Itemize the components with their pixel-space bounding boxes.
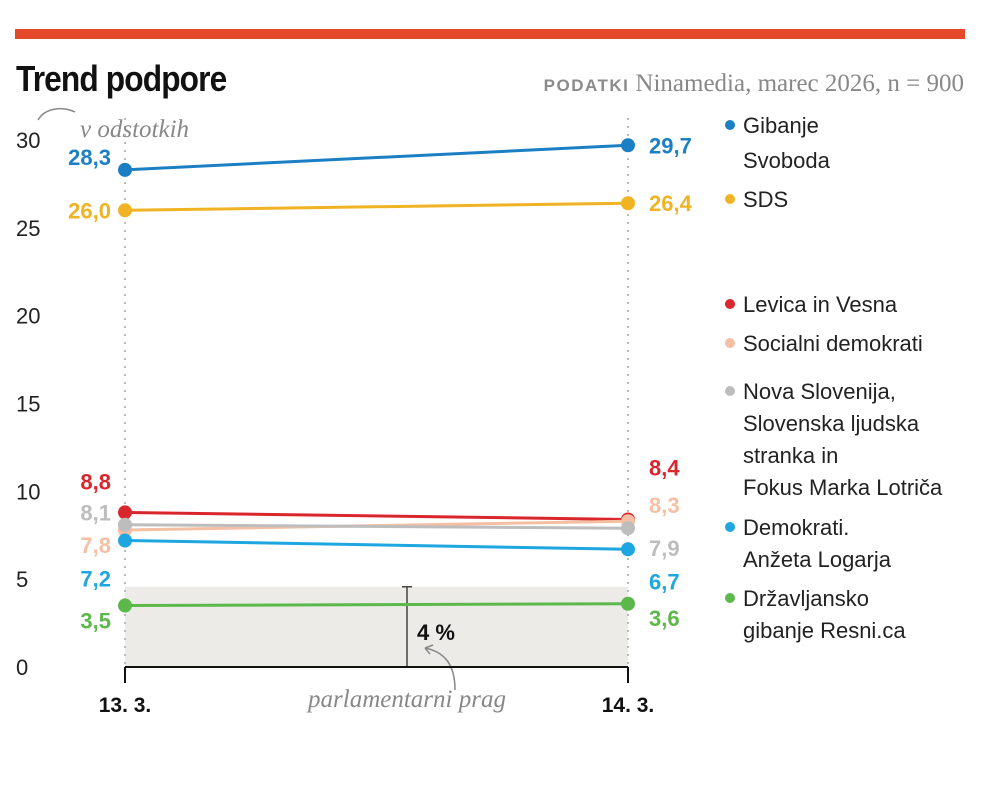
data-label: 6,7 xyxy=(649,569,680,594)
data-point xyxy=(621,138,635,153)
series-line-5 xyxy=(124,539,629,551)
source-note: PODATKI Ninamedia, marec 2026, n = 900 xyxy=(544,70,964,98)
y-tick-label: 25 xyxy=(16,216,40,241)
data-label: 8,4 xyxy=(649,455,680,480)
data-label: 28,3 xyxy=(68,145,111,170)
x-tick-label: 13. 3. xyxy=(99,694,152,717)
series-line-1 xyxy=(124,201,629,212)
data-label: 26,0 xyxy=(68,198,111,223)
threshold-band xyxy=(125,586,628,667)
legend-label: Nova Slovenija, xyxy=(743,379,896,404)
data-point xyxy=(118,203,132,218)
data-label: 8,3 xyxy=(649,493,680,518)
data-point xyxy=(118,162,132,177)
y-tick-label: 30 xyxy=(16,128,40,153)
annotation-arrowhead xyxy=(424,644,434,655)
data-label: 26,4 xyxy=(649,191,693,216)
legend-label: Demokrati. xyxy=(743,515,849,540)
legend-label: SDS xyxy=(743,187,788,212)
source-label: PODATKI xyxy=(543,76,630,95)
data-point xyxy=(118,533,132,548)
legend-label: Anžeta Logarja xyxy=(743,547,892,572)
annotation-arrow xyxy=(424,647,456,691)
legend-label: stranka in xyxy=(743,443,838,468)
threshold-label: 4 % xyxy=(417,620,455,645)
series-line-6 xyxy=(124,602,629,608)
y-tick-label: 10 xyxy=(16,479,40,504)
data-label: 7,8 xyxy=(80,533,111,558)
legend-label: Levica in Vesna xyxy=(743,292,898,317)
data-point xyxy=(118,598,132,613)
legend-label: Državljansko xyxy=(743,586,869,611)
legend-label: gibanje Resni.ca xyxy=(743,618,906,643)
data-label: 8,8 xyxy=(80,469,111,494)
data-point xyxy=(621,596,635,611)
legend-label: Fokus Marka Lotriča xyxy=(743,475,943,500)
data-point xyxy=(118,517,132,532)
series-line-2 xyxy=(124,510,629,521)
y-tick-label: 20 xyxy=(16,304,40,329)
chart-title: Trend podpore xyxy=(16,58,227,99)
source-text: Ninamedia, marec 2026, n = 900 xyxy=(635,70,964,97)
legend-marker xyxy=(725,522,735,532)
data-label: 8,1 xyxy=(80,501,111,526)
data-point xyxy=(621,521,635,536)
threshold-annotation: parlamentarni prag xyxy=(306,686,506,713)
legend-marker xyxy=(725,338,735,348)
legend-label: Svoboda xyxy=(743,148,831,173)
data-label: 7,9 xyxy=(649,536,680,561)
legend-marker xyxy=(725,386,735,396)
legend-marker xyxy=(725,194,735,204)
legend-label: Socialni demokrati xyxy=(743,331,923,356)
data-label: 3,6 xyxy=(649,606,680,631)
data-label: 29,7 xyxy=(649,133,692,158)
data-point xyxy=(118,505,132,520)
y-tick-label: 0 xyxy=(16,655,28,680)
unit-note: v odstotkih xyxy=(80,116,189,143)
x-tick-label: 14. 3. xyxy=(602,694,655,717)
data-point xyxy=(621,542,635,557)
data-label: 7,2 xyxy=(80,567,111,592)
data-point xyxy=(621,196,635,211)
header-accent-bar xyxy=(15,29,965,39)
legend-marker xyxy=(725,299,735,309)
y-tick-label: 15 xyxy=(16,392,40,417)
legend-label: Slovenska ljudska xyxy=(743,411,920,436)
legend-marker xyxy=(725,120,735,130)
series-line-4 xyxy=(124,523,629,530)
unit-note-arrow xyxy=(37,107,76,121)
y-tick-label: 5 xyxy=(16,567,28,592)
legend-marker xyxy=(725,593,735,603)
data-label: 3,5 xyxy=(80,609,111,634)
series-line-0 xyxy=(124,143,629,172)
legend-label: Gibanje xyxy=(743,113,819,138)
